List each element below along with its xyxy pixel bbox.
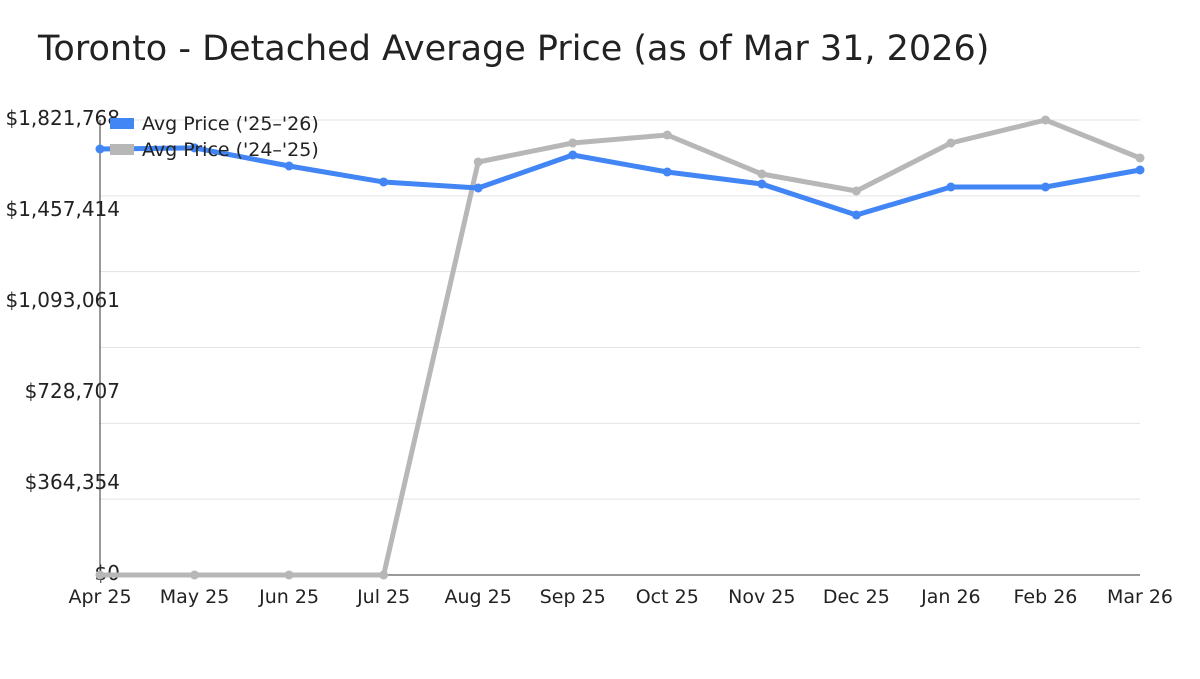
data-point (473, 183, 483, 193)
data-point (851, 210, 861, 220)
legend-label: Avg Price ('25–'26) (142, 113, 319, 135)
data-point (1135, 165, 1145, 175)
data-point (284, 161, 294, 171)
y-tick-label: $1,457,414 (5, 197, 120, 221)
y-axis-ticks: $0$364,354$728,707$1,093,061$1,457,414$1… (5, 106, 120, 585)
series-line (99, 145, 1141, 218)
x-tick-label: Apr 25 (68, 586, 131, 608)
x-tick-label: Mar 26 (1107, 586, 1173, 608)
data-point (95, 144, 105, 154)
data-point (757, 179, 767, 189)
series-lines (95, 115, 1145, 580)
legend-swatch (110, 118, 134, 129)
data-point (1040, 182, 1050, 192)
data-point (1040, 115, 1050, 125)
series-line (100, 117, 1141, 578)
data-point (95, 570, 105, 580)
data-point (662, 130, 672, 140)
data-point (851, 186, 861, 196)
x-tick-label: Nov 25 (728, 586, 795, 608)
data-point (473, 157, 483, 167)
x-axis-ticks: Apr 25 May 25 Jun 25 Jul 25 Aug 25 Sep 25 Oct … (68, 586, 1173, 608)
x-tick-label: Dec 25 (823, 586, 890, 608)
y-tick-label: $364,354 (25, 470, 120, 494)
x-tick-label: Feb 26 (1014, 586, 1078, 608)
data-point (379, 177, 389, 187)
x-tick-label: May 25 (160, 586, 230, 608)
x-tick-label: Sep 25 (540, 586, 606, 608)
data-point (190, 570, 200, 580)
data-point (662, 167, 672, 177)
legend: Avg Price ('25–'26) Avg Price ('24–'25) (110, 113, 319, 161)
data-point (946, 138, 956, 148)
data-point (757, 169, 767, 179)
x-tick-label: Aug 25 (445, 586, 512, 608)
x-tick-label: Jan 26 (920, 586, 981, 608)
y-tick-label: $1,821,768 (5, 106, 120, 130)
chart-title: Toronto - Detached Average Price (as of … (37, 29, 989, 69)
gridlines (100, 119, 1140, 500)
data-point (379, 570, 389, 580)
data-point (568, 138, 578, 148)
y-tick-label: $728,707 (25, 379, 120, 403)
data-point (946, 182, 956, 192)
x-tick-label: Jul 25 (356, 586, 410, 608)
x-tick-label: Jun 25 (258, 586, 319, 608)
y-tick-label: $1,093,061 (5, 288, 120, 312)
data-point (190, 143, 200, 153)
legend-swatch (110, 144, 134, 155)
data-point (568, 150, 578, 160)
x-tick-label: Oct 25 (636, 586, 699, 608)
legend-label: Avg Price ('24–'25) (142, 139, 319, 161)
data-point (284, 570, 294, 580)
data-point (1135, 153, 1145, 163)
